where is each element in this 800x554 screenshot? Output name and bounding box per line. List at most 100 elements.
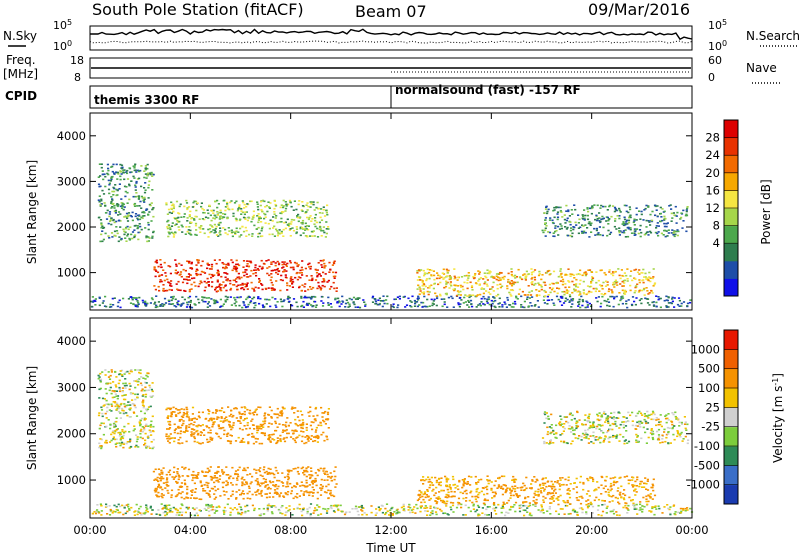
power-cell xyxy=(591,206,594,209)
velocity-cell xyxy=(205,492,208,494)
power-cell xyxy=(352,301,355,303)
power-cell xyxy=(122,297,125,300)
power-cell xyxy=(585,300,588,303)
velocity-cell xyxy=(186,408,189,411)
power-cell xyxy=(125,216,128,218)
power-cell xyxy=(580,230,584,233)
power-cell xyxy=(161,303,164,305)
power-colorbar-swatch xyxy=(724,243,738,262)
velocity-cell xyxy=(633,506,636,509)
velocity-cell xyxy=(116,404,119,407)
power-cell xyxy=(217,273,220,276)
velocity-cell xyxy=(128,447,131,449)
power-cell xyxy=(310,201,313,203)
velocity-cell xyxy=(296,496,299,499)
power-cell xyxy=(137,198,140,200)
velocity-cell xyxy=(279,434,282,437)
power-colorbar-swatch xyxy=(724,225,738,244)
power-cell xyxy=(417,295,420,298)
power-cell xyxy=(625,210,628,213)
power-cell xyxy=(347,306,350,308)
power-cell xyxy=(219,230,222,232)
velocity-cell xyxy=(259,467,262,469)
power-cell xyxy=(443,286,446,289)
power-cell xyxy=(452,306,455,308)
velocity-cell xyxy=(268,471,271,474)
power-cell xyxy=(319,259,322,262)
velocity-cell xyxy=(222,426,225,429)
velocity-cell xyxy=(145,506,148,509)
velocity-cell xyxy=(119,505,122,508)
power-cell xyxy=(208,264,211,266)
velocity-cell xyxy=(296,424,300,427)
velocity-cell xyxy=(591,512,594,514)
velocity-cell xyxy=(191,413,194,415)
power-cell xyxy=(640,298,643,300)
velocity-cell xyxy=(331,475,334,478)
power-cell xyxy=(582,292,586,295)
power-cell xyxy=(202,209,205,211)
power-cell xyxy=(425,279,428,282)
velocity-cell xyxy=(360,509,363,511)
velocity-cell xyxy=(238,505,241,508)
power-cell xyxy=(137,218,140,221)
velocity-cell xyxy=(239,416,243,418)
power-cell xyxy=(584,274,587,277)
velocity-cell xyxy=(239,422,242,424)
velocity-cell xyxy=(116,407,119,410)
velocity-cell xyxy=(321,412,324,414)
velocity-cell xyxy=(202,429,206,431)
power-cell xyxy=(498,302,501,304)
power-cell xyxy=(327,226,330,228)
power-cell xyxy=(144,189,147,191)
power-cell xyxy=(642,219,645,221)
velocity-cell xyxy=(314,440,317,442)
velocity-cell xyxy=(306,510,309,513)
power-cell xyxy=(180,275,183,278)
power-cell xyxy=(621,223,624,225)
power-cell xyxy=(138,205,141,207)
power-cell xyxy=(200,225,203,227)
velocity-cell xyxy=(193,436,196,438)
power-cell xyxy=(279,212,282,214)
power-cell xyxy=(304,222,307,225)
velocity-cell xyxy=(162,467,165,469)
velocity-cell xyxy=(171,437,174,439)
velocity-cell xyxy=(207,409,210,411)
velocity-cell xyxy=(407,509,410,511)
power-cell xyxy=(509,293,512,296)
velocity-cell xyxy=(616,481,619,483)
power-cell xyxy=(183,278,186,281)
power-cell xyxy=(551,221,555,224)
velocity-cell xyxy=(395,512,398,515)
power-cell xyxy=(319,216,322,219)
power-cell xyxy=(475,295,478,297)
power-cell xyxy=(598,290,601,292)
power-cell xyxy=(336,301,339,303)
velocity-cell xyxy=(274,491,277,493)
velocity-cell xyxy=(167,492,170,494)
power-cell xyxy=(374,298,377,301)
velocity-cell xyxy=(180,418,183,421)
power-cell xyxy=(179,305,182,307)
velocity-cell xyxy=(117,410,121,413)
power-cell xyxy=(651,301,654,304)
power-cell xyxy=(612,305,615,308)
power-cell xyxy=(237,272,240,275)
power-cell xyxy=(553,290,556,293)
velocity-cell xyxy=(309,438,313,440)
velocity-cell xyxy=(333,478,336,481)
velocity-cell xyxy=(207,412,210,415)
velocity-cell xyxy=(303,442,306,445)
power-cell xyxy=(419,290,422,292)
velocity-cell xyxy=(252,424,255,426)
power-cell xyxy=(619,230,622,232)
power-cell xyxy=(300,289,303,292)
power-cell xyxy=(154,306,157,309)
power-cell xyxy=(311,295,314,298)
velocity-cell xyxy=(251,475,254,478)
velocity-cell xyxy=(168,473,172,476)
velocity-cell xyxy=(275,442,278,445)
power-cell xyxy=(245,265,248,267)
power-cell xyxy=(140,216,143,219)
